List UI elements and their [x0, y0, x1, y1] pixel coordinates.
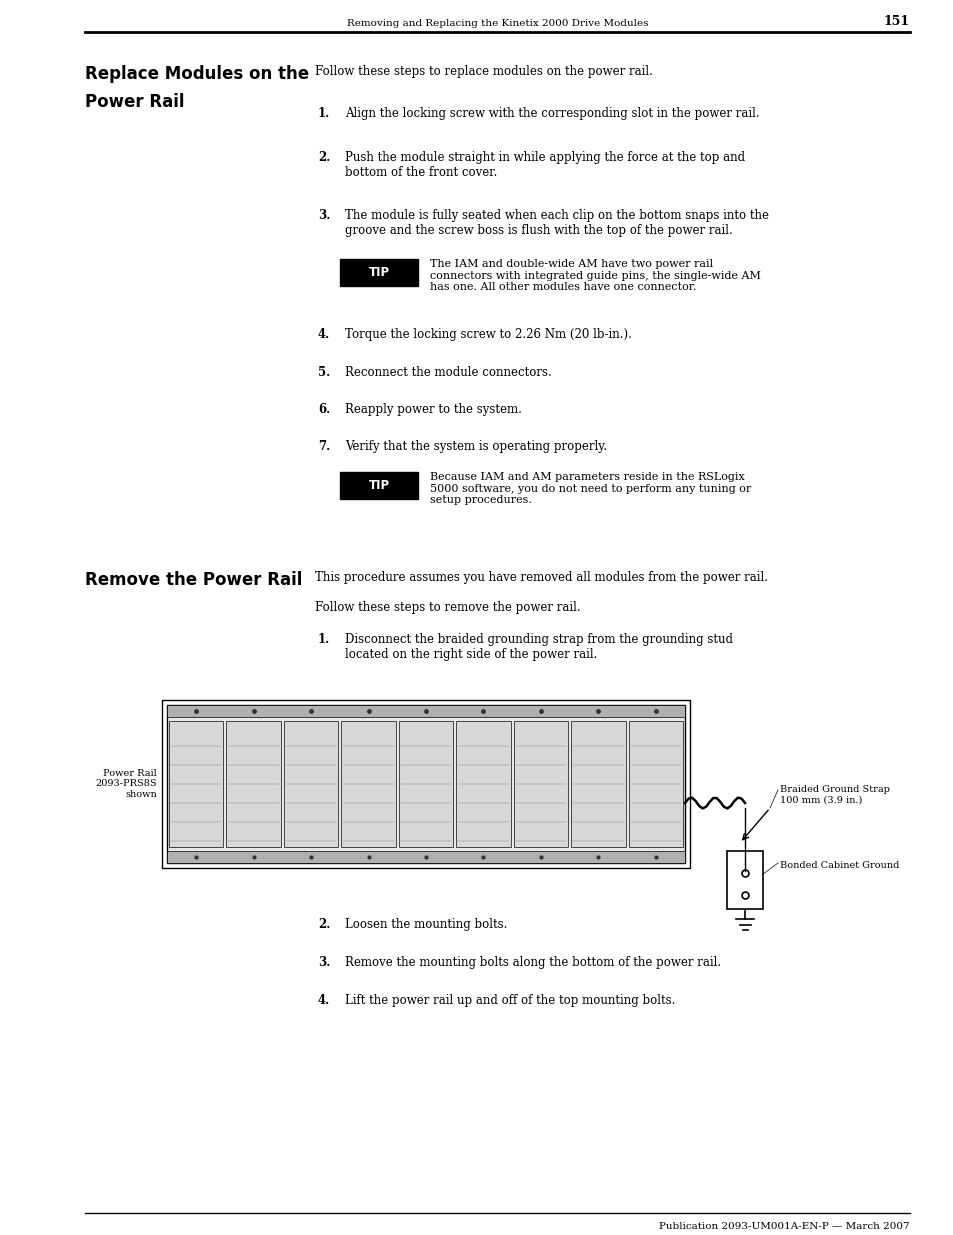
Text: Torque the locking screw to 2.26 Nm (20 lb-in.).: Torque the locking screw to 2.26 Nm (20 … — [345, 329, 631, 341]
Text: 6.: 6. — [317, 403, 330, 416]
Bar — [341, 721, 395, 847]
Text: Remove the mounting bolts along the bottom of the power rail.: Remove the mounting bolts along the bott… — [345, 956, 720, 969]
Text: Disconnect the braided grounding strap from the grounding stud
located on the ri: Disconnect the braided grounding strap f… — [345, 634, 732, 661]
Text: Power Rail
2093-PRS8S
shown: Power Rail 2093-PRS8S shown — [95, 769, 157, 799]
Text: Align the locking screw with the corresponding slot in the power rail.: Align the locking screw with the corresp… — [345, 107, 759, 120]
Text: Follow these steps to replace modules on the power rail.: Follow these steps to replace modules on… — [314, 65, 652, 78]
Text: 4.: 4. — [317, 994, 330, 1007]
Text: Reconnect the module connectors.: Reconnect the module connectors. — [345, 366, 551, 379]
Text: 3.: 3. — [317, 956, 330, 969]
Text: Braided Ground Strap
100 mm (3.9 in.): Braided Ground Strap 100 mm (3.9 in.) — [780, 785, 889, 804]
Text: Power Rail: Power Rail — [85, 93, 184, 111]
Text: 3.: 3. — [317, 209, 330, 222]
Bar — [628, 721, 682, 847]
Text: 4.: 4. — [317, 329, 330, 341]
Bar — [339, 472, 417, 499]
Text: 2.: 2. — [317, 151, 330, 164]
Bar — [571, 721, 625, 847]
Text: 2.: 2. — [317, 918, 330, 931]
Text: 1.: 1. — [317, 634, 330, 646]
Text: Bonded Cabinet Ground: Bonded Cabinet Ground — [780, 861, 899, 869]
Text: Reapply power to the system.: Reapply power to the system. — [345, 403, 521, 416]
Text: Follow these steps to remove the power rail.: Follow these steps to remove the power r… — [314, 601, 580, 614]
Text: Publication 2093-UM001A-EN-P — March 2007: Publication 2093-UM001A-EN-P — March 200… — [659, 1221, 909, 1231]
Bar — [226, 721, 280, 847]
Text: Verify that the system is operating properly.: Verify that the system is operating prop… — [345, 440, 606, 453]
Text: TIP: TIP — [368, 479, 389, 492]
Text: Removing and Replacing the Kinetix 2000 Drive Modules: Removing and Replacing the Kinetix 2000 … — [346, 19, 648, 28]
Text: 1.: 1. — [317, 107, 330, 120]
Bar — [339, 259, 417, 287]
Bar — [169, 721, 223, 847]
Text: This procedure assumes you have removed all modules from the power rail.: This procedure assumes you have removed … — [314, 571, 767, 584]
Text: Lift the power rail up and off of the top mounting bolts.: Lift the power rail up and off of the to… — [345, 994, 675, 1007]
Text: Loosen the mounting bolts.: Loosen the mounting bolts. — [345, 918, 507, 931]
Text: Remove the Power Rail: Remove the Power Rail — [85, 571, 302, 589]
Bar — [167, 705, 684, 718]
Bar — [167, 705, 684, 863]
Text: The IAM and double-wide AM have two power rail
connectors with integrated guide : The IAM and double-wide AM have two powe… — [430, 259, 760, 293]
Bar — [456, 721, 510, 847]
Bar — [162, 700, 689, 868]
Bar — [726, 851, 762, 909]
Text: TIP: TIP — [368, 266, 389, 279]
Text: 7.: 7. — [317, 440, 330, 453]
Bar — [398, 721, 453, 847]
Text: Replace Modules on the: Replace Modules on the — [85, 65, 309, 83]
Text: 151: 151 — [882, 15, 909, 28]
Bar — [284, 721, 338, 847]
Bar — [513, 721, 568, 847]
Text: Push the module straight in while applying the force at the top and
bottom of th: Push the module straight in while applyi… — [345, 151, 744, 179]
Text: 5.: 5. — [317, 366, 330, 379]
Text: Because IAM and AM parameters reside in the RSLogix
5000 software, you do not ne: Because IAM and AM parameters reside in … — [430, 472, 750, 505]
Text: The module is fully seated when each clip on the bottom snaps into the
groove an: The module is fully seated when each cli… — [345, 209, 768, 237]
Bar — [167, 851, 684, 863]
